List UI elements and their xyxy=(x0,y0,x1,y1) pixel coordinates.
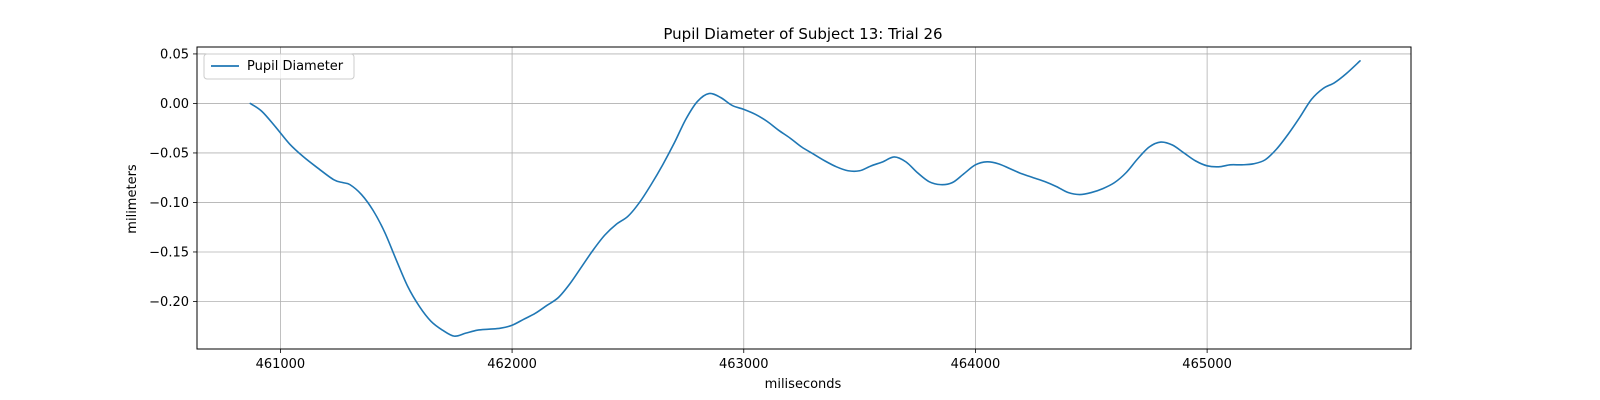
x-tick-label: 463000 xyxy=(719,357,769,372)
legend-box xyxy=(203,53,355,80)
legend: Pupil Diameter xyxy=(203,53,355,80)
ticks: 461000 462000 463000 464000 465000 0.05 0.00 −0… xyxy=(149,47,1232,372)
grid xyxy=(197,47,1411,349)
y-axis-label: milimeters xyxy=(125,164,140,234)
x-axis-label: miliseconds xyxy=(765,377,842,392)
x-tick-label: 465000 xyxy=(1182,357,1232,372)
x-tick-label: 464000 xyxy=(951,357,1001,372)
series-layer xyxy=(249,60,1361,337)
y-tick-label: 0.00 xyxy=(160,97,189,112)
y-tick-label: −0.20 xyxy=(149,295,189,310)
legend-label: Pupil Diameter xyxy=(247,59,344,74)
x-tick-label: 462000 xyxy=(487,357,537,372)
y-tick-label: −0.05 xyxy=(149,146,189,161)
series-line-pupil-diameter xyxy=(249,60,1361,337)
x-tick-label: 461000 xyxy=(256,357,306,372)
y-tick-label: −0.15 xyxy=(149,245,189,260)
y-tick-label: −0.10 xyxy=(149,196,189,211)
y-tick-label: 0.05 xyxy=(160,47,189,62)
chart-title: Pupil Diameter of Subject 13: Trial 26 xyxy=(663,25,942,43)
plot-frame xyxy=(196,46,1412,350)
